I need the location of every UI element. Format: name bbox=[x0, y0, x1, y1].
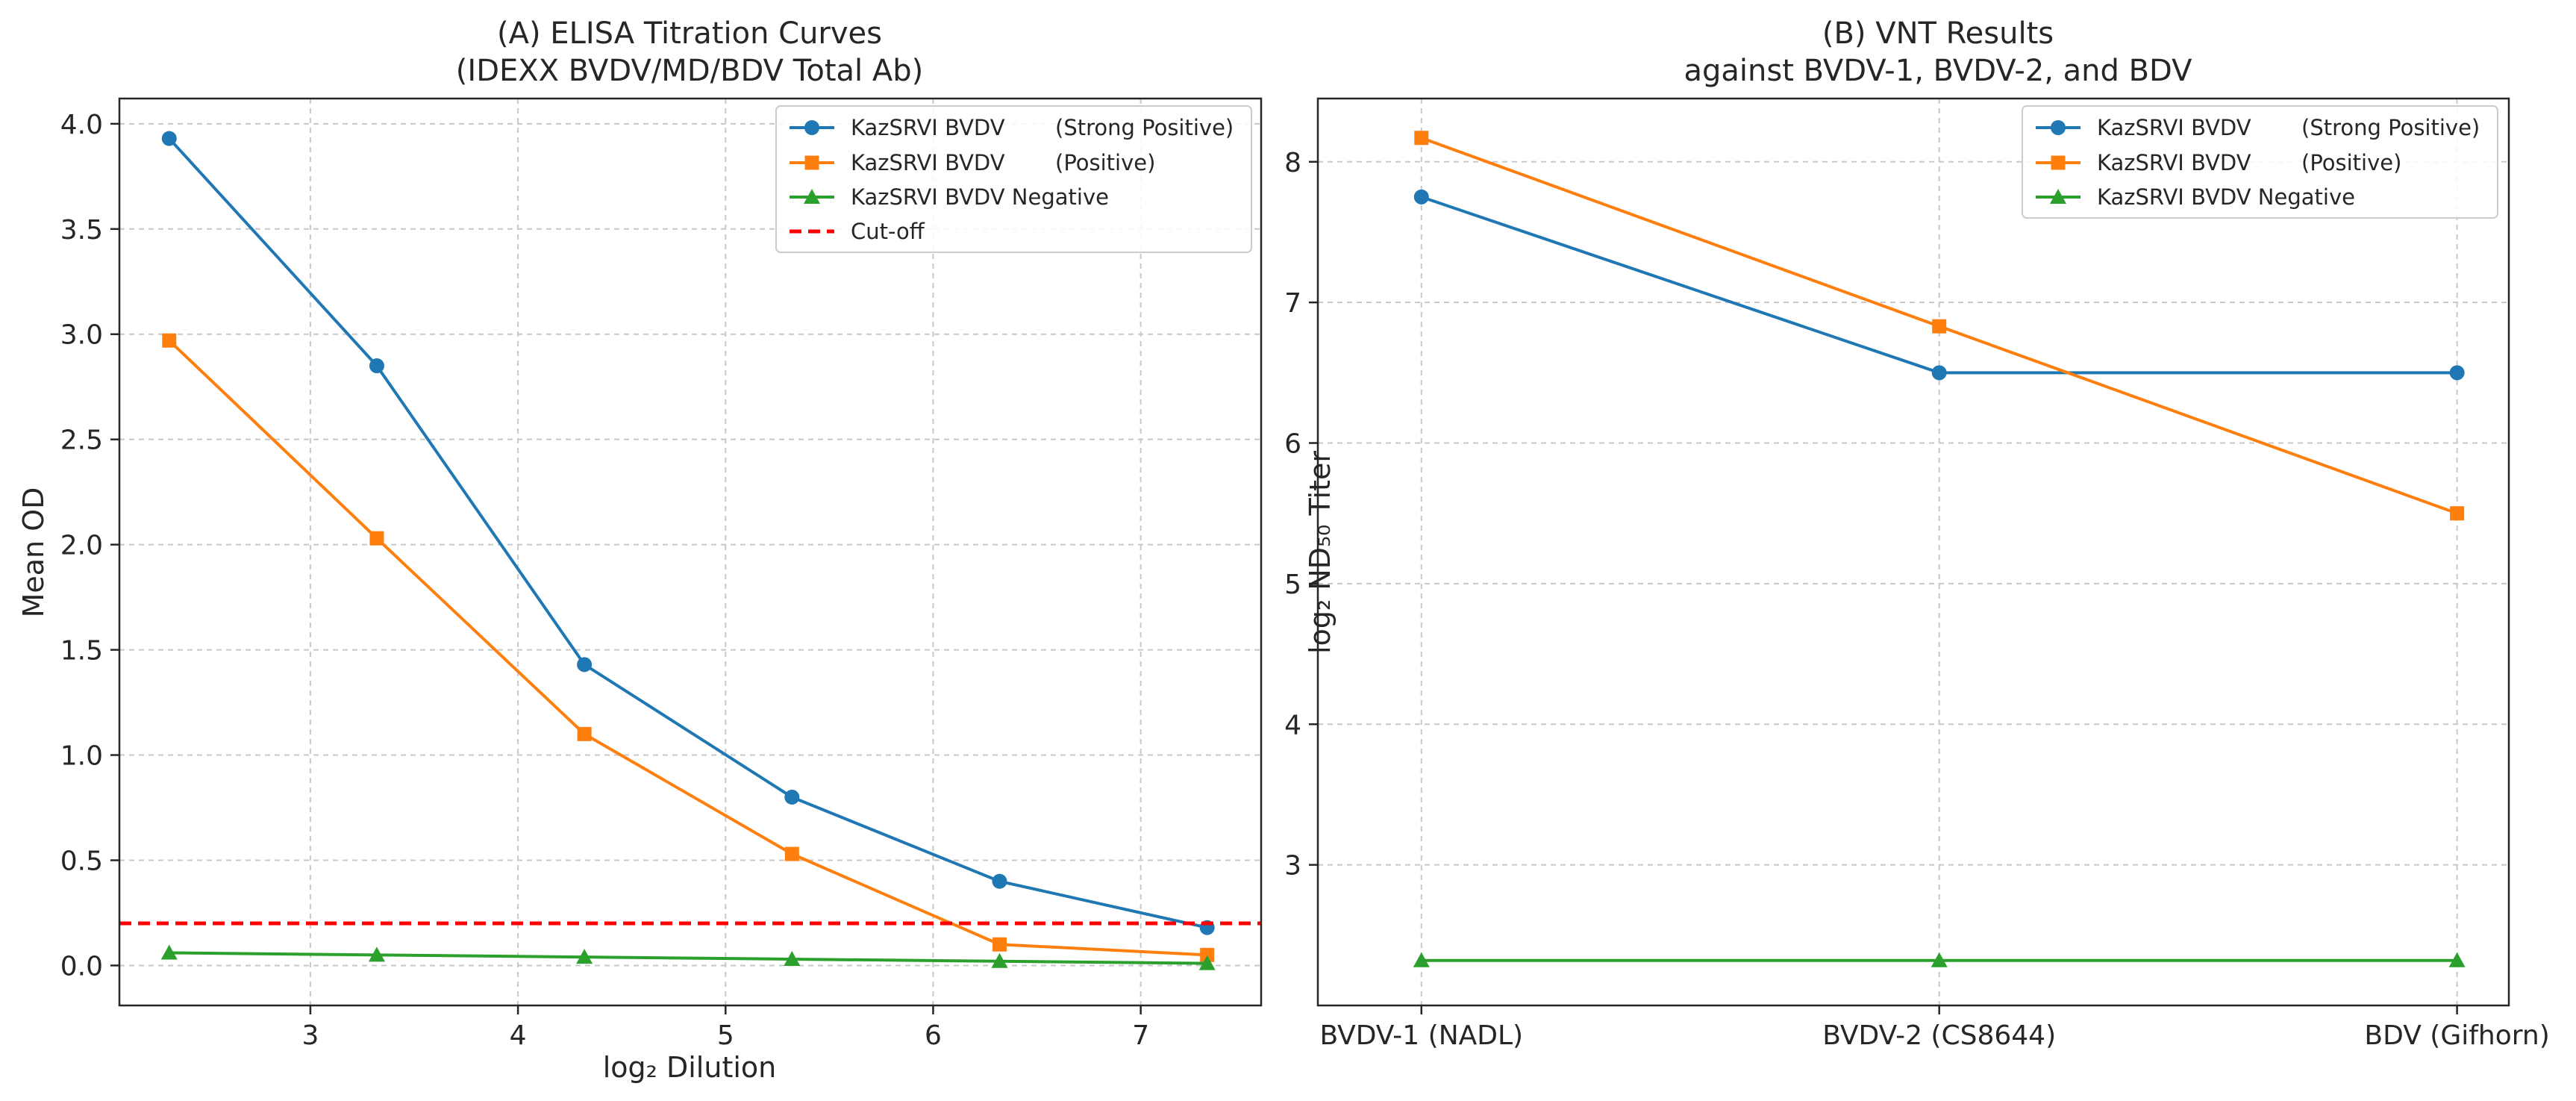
panel-b-plot-area bbox=[1413, 131, 2466, 967]
panel-a-point-negative bbox=[991, 952, 1008, 968]
panel-b-legend-marker-negative bbox=[2050, 189, 2066, 204]
panel-b-point-negative bbox=[1931, 952, 1948, 967]
panel-a-point-negative bbox=[1198, 955, 1216, 970]
panel-a-legend-label-positive: KazSRVI BVDV bbox=[851, 150, 1005, 175]
panel-b-legend-qualifier-strong: (Strong Positive) bbox=[2301, 115, 2480, 140]
panel-a-point-positive bbox=[369, 531, 384, 546]
panel-a-x-tick-label: 6 bbox=[925, 1020, 942, 1051]
panel-a-series-line-strong bbox=[168, 137, 1208, 929]
panel-a-frame bbox=[118, 97, 1263, 1007]
panel-a-point-strong bbox=[369, 358, 384, 374]
panel-b-category-label: BVDV-1 (NADL) bbox=[1319, 1020, 1523, 1051]
panel-a-point-positive bbox=[784, 846, 799, 861]
panel-a-legend-label-cutoff: Cut-off bbox=[851, 219, 925, 244]
panel-a-point-positive bbox=[162, 333, 177, 348]
panel-b-point-strong bbox=[1413, 189, 1429, 205]
panel-b: (B) VNT Results against BVDV-1, BVDV-2, … bbox=[1284, 16, 2550, 1051]
panel-b-point-negative bbox=[2448, 952, 2466, 967]
panel-b-point-negative bbox=[1413, 952, 1430, 967]
panel-a-legend-marker-strong bbox=[804, 120, 819, 135]
panel-a-series-line-negative bbox=[169, 951, 1207, 965]
panel-b-legend-qualifier-positive: (Positive) bbox=[2301, 150, 2401, 175]
panel-a-y-tick-label: 4.0 bbox=[60, 110, 103, 140]
panel-a-legend-frame bbox=[775, 105, 1252, 253]
panel-a-point-positive bbox=[992, 937, 1007, 952]
panel-b-y-tick-label: 6 bbox=[1284, 429, 1301, 460]
panel-a-xlabel: log₂ Dilution bbox=[603, 1051, 777, 1084]
panel-b-point-positive bbox=[1414, 131, 1429, 146]
panel-b-ylabel: log₂ ND₅₀ Titer bbox=[1304, 451, 1337, 654]
panel-a-legend-marker bbox=[804, 189, 820, 204]
panel-a-point-negative bbox=[576, 949, 593, 964]
panel-a-point-positive bbox=[577, 726, 592, 741]
panel-a-y-tick-label: 2.0 bbox=[60, 531, 103, 561]
panel-a-ylabel: Mean OD bbox=[17, 487, 50, 618]
panel-b-y-tick-label: 7 bbox=[1284, 288, 1301, 319]
panel-b-y-tick-label: 3 bbox=[1284, 851, 1301, 882]
panel-a-y-tick-label: 1.5 bbox=[60, 636, 103, 667]
panel-a-point-negative bbox=[784, 950, 801, 966]
panel-b-legend-label-negative: KazSRVI BVDV Negative bbox=[2097, 184, 2355, 210]
panel-a-ticks: 3 4 5 6 7 0.0 0.5 1.0 1.5 2.0 2.5 3.0 3.5 4.0 bbox=[60, 110, 1149, 1051]
panel-a-legend-qualifier-positive: (Positive) bbox=[1055, 150, 1155, 175]
panel-a-y-tick-label: 3.0 bbox=[60, 320, 103, 351]
panel-a-point-strong bbox=[161, 131, 177, 146]
panel-a-x-tick-label: 4 bbox=[510, 1020, 527, 1051]
panel-a-point-strong bbox=[784, 789, 800, 805]
panel-a-legend-label-strong: KazSRVI BVDV bbox=[851, 115, 1005, 140]
panel-a-legend: KazSRVI BVDV (Strong Positive) KazSRVI B… bbox=[775, 105, 1252, 253]
panel-b-gridlines bbox=[1318, 99, 2509, 1005]
panel-b-category-label: BDV (Gifhorn) bbox=[2364, 1020, 2549, 1051]
panel-b-y-tick-label: 8 bbox=[1284, 148, 1301, 178]
panel-a-legend-marker bbox=[804, 155, 819, 170]
panel-b-y-tick-label: 5 bbox=[1284, 570, 1301, 600]
panel-b-title-line1: (B) VNT Results bbox=[1822, 16, 2054, 51]
panel-b-category-label: BVDV-2 (CS8644) bbox=[1822, 1020, 2056, 1051]
panel-b-legend-label-strong: KazSRVI BVDV bbox=[2097, 115, 2251, 140]
panel-b-y-tick-label: 4 bbox=[1284, 710, 1301, 740]
panel-b-legend: KazSRVI BVDV (Strong Positive) KazSRVI B… bbox=[2022, 105, 2498, 219]
panel-a-series-line-positive bbox=[168, 339, 1207, 957]
panel-b-point-positive bbox=[2450, 506, 2465, 521]
panel-b-legend-frame bbox=[2022, 105, 2498, 219]
panel-b-legend-label-positive: KazSRVI BVDV bbox=[2097, 150, 2251, 175]
panel-a-legend-label-negative: KazSRVI BVDV Negative bbox=[851, 184, 1109, 210]
panel-b-frame bbox=[1316, 97, 2510, 1007]
panel-a-y-tick-label: 3.5 bbox=[60, 215, 103, 246]
panel-b-legend-marker bbox=[2051, 120, 2066, 135]
panel-a-point-negative bbox=[160, 944, 178, 960]
panel-a-legend-marker-negative bbox=[804, 189, 820, 204]
panel-a: (A) ELISA Titration Curves (IDEXX BVDV/M… bbox=[17, 16, 1263, 1084]
panel-b-title-line2: against BVDV-1, BVDV-2, and BDV bbox=[1684, 54, 2193, 88]
panel-a-plot-area bbox=[119, 131, 1261, 970]
panel-b-legend-marker-positive bbox=[2051, 155, 2066, 170]
panel-a-y-tick-label: 0.5 bbox=[60, 846, 103, 876]
panel-b-point-strong bbox=[2449, 365, 2465, 381]
panel-a-point-negative bbox=[368, 946, 385, 962]
panel-a-title-line2: (IDEXX BVDV/MD/BDV Total Ab) bbox=[456, 54, 923, 88]
panel-a-title-line1: (A) ELISA Titration Curves bbox=[497, 16, 882, 51]
panel-b-point-positive bbox=[1932, 319, 1947, 334]
panel-a-x-tick-label: 5 bbox=[717, 1020, 734, 1051]
panel-b-ticks: BVDV-1 (NADL) BVDV-2 (CS8644) BDV (Gifhorn… bbox=[1284, 148, 2550, 1051]
panel-a-y-tick-label: 2.5 bbox=[60, 425, 103, 456]
panel-a-point-strong bbox=[992, 873, 1007, 889]
panel-a-legend-qualifier-strong: (Strong Positive) bbox=[1055, 115, 1234, 140]
panel-a-point-positive bbox=[1200, 947, 1215, 962]
panel-a-point-strong bbox=[577, 657, 593, 673]
panel-a-x-tick-label: 7 bbox=[1132, 1020, 1149, 1051]
panel-a-legend-marker-positive bbox=[804, 155, 819, 170]
panel-a-x-tick-label: 3 bbox=[301, 1020, 319, 1051]
panel-b-legend-marker bbox=[2050, 189, 2066, 204]
panel-b-point-strong bbox=[1931, 365, 1947, 381]
panel-b-legend-marker-strong bbox=[2051, 120, 2066, 135]
panel-a-y-tick-label: 1.0 bbox=[60, 741, 103, 772]
panel-a-y-tick-label: 0.0 bbox=[60, 951, 103, 982]
panel-b-legend-marker bbox=[2051, 155, 2066, 170]
panel-a-legend-marker bbox=[804, 120, 819, 135]
